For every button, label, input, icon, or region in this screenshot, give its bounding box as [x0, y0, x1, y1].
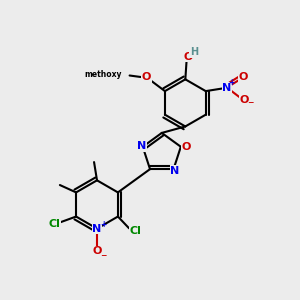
- Text: N: N: [170, 166, 180, 176]
- Text: methoxy: methoxy: [85, 70, 122, 80]
- Text: Cl: Cl: [49, 219, 61, 229]
- Text: O: O: [182, 142, 191, 152]
- Text: N: N: [136, 141, 146, 151]
- Text: −: −: [247, 98, 254, 107]
- Text: −: −: [100, 250, 106, 260]
- Text: Cl: Cl: [130, 226, 142, 236]
- Text: O: O: [142, 72, 151, 82]
- Text: O: O: [239, 95, 249, 105]
- Text: O: O: [184, 52, 193, 62]
- Text: +: +: [229, 78, 235, 87]
- Text: O: O: [92, 246, 102, 256]
- Text: H: H: [190, 47, 198, 57]
- Text: +: +: [100, 220, 106, 229]
- Text: O: O: [239, 72, 248, 82]
- Text: N: N: [92, 224, 102, 234]
- Text: N: N: [222, 82, 232, 93]
